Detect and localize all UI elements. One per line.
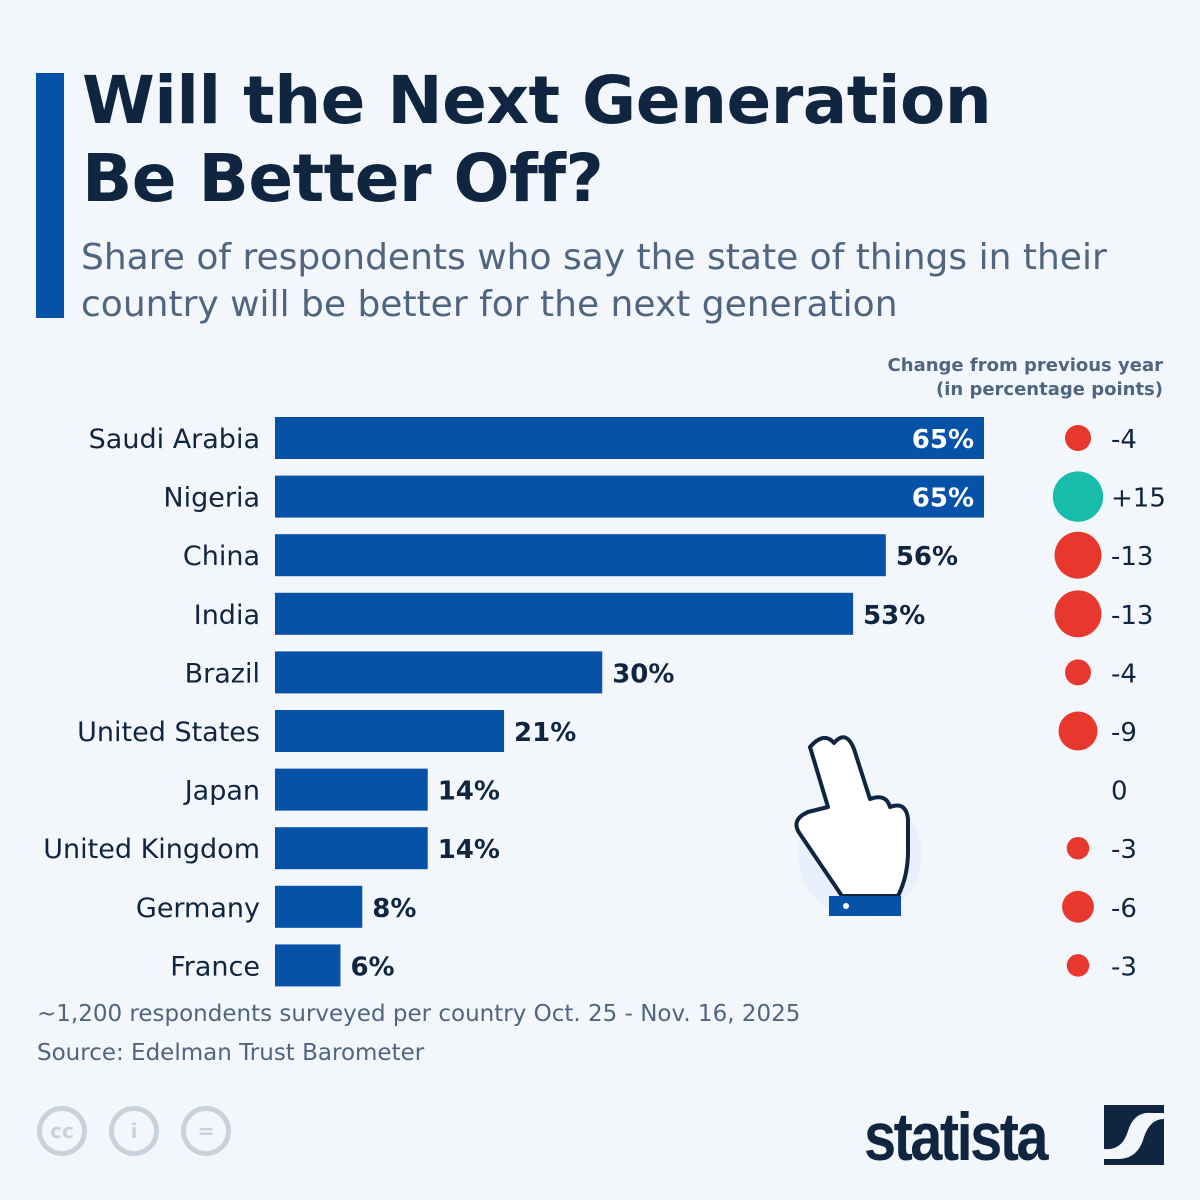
change-dot — [1065, 659, 1091, 686]
category-label: Saudi Arabia — [89, 424, 260, 455]
category-label: United States — [77, 717, 260, 748]
category-label: Japan — [183, 776, 260, 807]
change-label: -4 — [1111, 659, 1137, 689]
change-header: Change from previous year (in percentage… — [888, 354, 1163, 402]
bar — [275, 827, 428, 870]
value-label: 21% — [514, 718, 576, 748]
chart-title: Will the Next Generation Be Better Off? — [82, 62, 992, 217]
bar — [275, 768, 428, 811]
bar — [275, 651, 603, 694]
statista-logo-mark — [1104, 1105, 1164, 1165]
change-label: -4 — [1111, 425, 1137, 455]
change-dot — [1066, 954, 1090, 977]
change-dot — [1052, 471, 1104, 522]
category-label: India — [194, 600, 260, 631]
cc-noderivs-icon[interactable]: = — [181, 1106, 231, 1156]
change-dot — [1065, 425, 1091, 451]
category-label: Germany — [136, 893, 260, 924]
category-label: China — [183, 541, 260, 572]
value-label: 30% — [612, 659, 674, 689]
bar — [275, 885, 363, 928]
title-accent-bar — [36, 73, 64, 318]
change-dot — [1054, 531, 1102, 579]
bar — [275, 417, 984, 459]
change-label: -13 — [1111, 601, 1153, 631]
change-label: -6 — [1111, 894, 1137, 924]
bar — [275, 534, 886, 577]
source[interactable]: Source: Edelman Trust Barometer — [37, 1040, 425, 1066]
statista-logo[interactable]: statista — [864, 1099, 1049, 1175]
category-label: Nigeria — [163, 483, 260, 514]
cc-license-icon[interactable]: cc — [37, 1106, 87, 1156]
value-label: 56% — [896, 542, 958, 572]
chart-subtitle: Share of respondents who say the state o… — [81, 237, 1107, 325]
bar — [275, 475, 984, 518]
value-label: 65% — [912, 484, 974, 514]
change-label: -9 — [1111, 718, 1137, 748]
bar — [275, 710, 505, 752]
value-label: 65% — [912, 425, 974, 455]
value-label: 8% — [372, 894, 416, 924]
crossed-fingers-icon — [794, 735, 922, 917]
change-label: +15 — [1111, 484, 1166, 514]
value-label: 14% — [438, 777, 500, 807]
footnote: ~1,200 respondents surveyed per country … — [37, 1001, 801, 1027]
change-label: -3 — [1111, 835, 1137, 865]
category-label: France — [170, 951, 260, 982]
change-dot — [1058, 711, 1098, 751]
value-label: 53% — [863, 601, 925, 631]
category-label: United Kingdom — [43, 834, 260, 865]
change-dot — [1062, 890, 1094, 923]
value-label: 14% — [438, 835, 500, 865]
change-header-line2: (in percentage points) — [935, 379, 1163, 400]
cc-attribution-icon[interactable]: i — [109, 1106, 159, 1156]
change-label: -13 — [1111, 542, 1153, 572]
bar — [275, 944, 341, 987]
change-dot — [1054, 590, 1102, 638]
change-dot — [1066, 836, 1090, 860]
value-label: 6% — [350, 952, 394, 982]
change-header-line1: Change from previous year — [887, 355, 1163, 376]
change-label: -3 — [1111, 952, 1137, 982]
bar — [275, 592, 854, 635]
change-label: 0 — [1111, 777, 1128, 807]
category-label: Brazil — [185, 658, 260, 689]
